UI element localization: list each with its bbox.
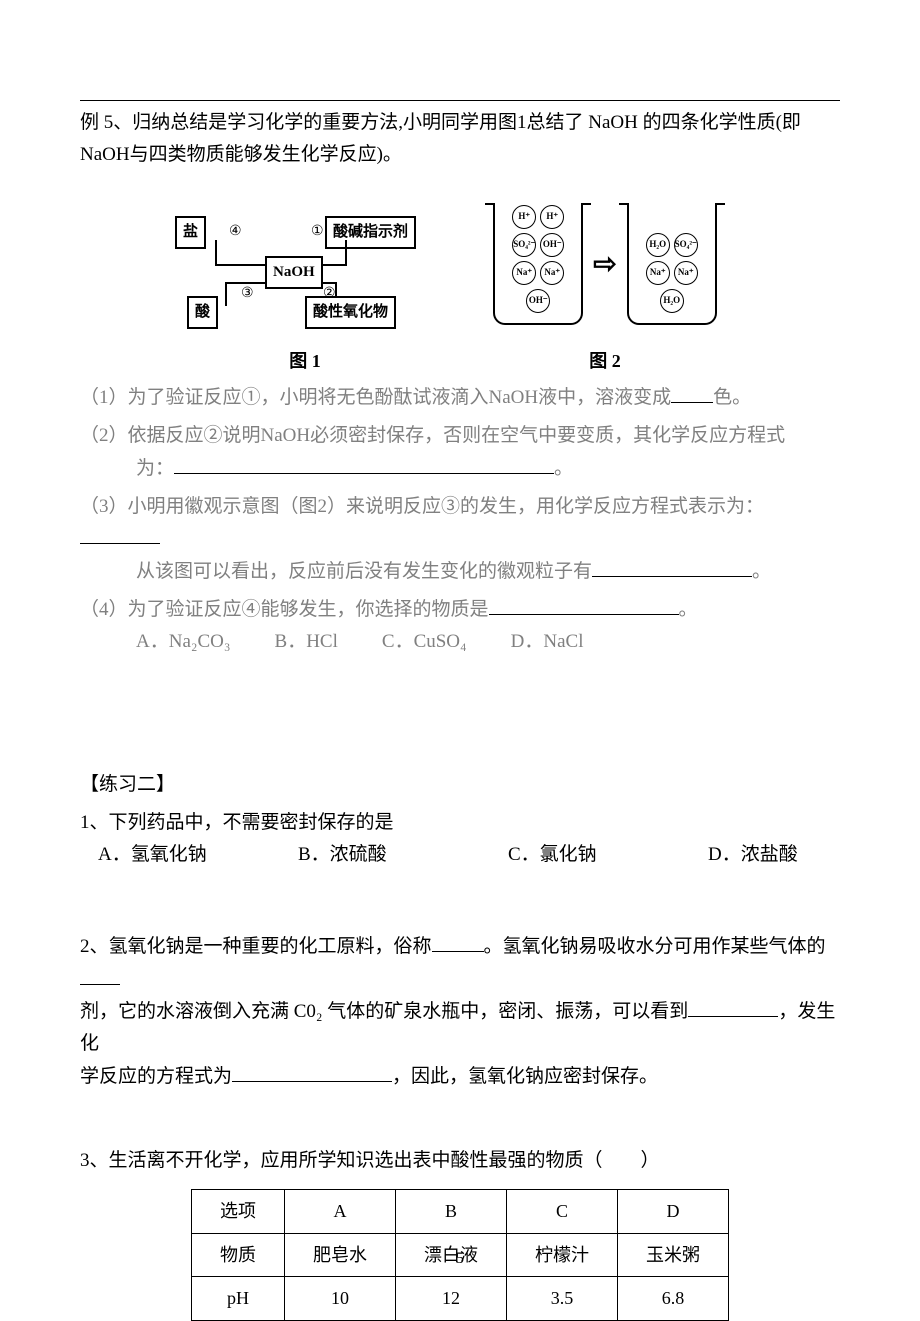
ion: Na⁺ (512, 261, 536, 285)
opt-A[interactable]: A．氢氧化钠 (98, 839, 298, 871)
ion: H₂O (646, 233, 670, 257)
cell: 6.8 (618, 1277, 729, 1321)
figure-2-caption: 图 2 (465, 346, 745, 377)
practice2-heading: 【练习二】 (80, 769, 840, 801)
opt-C[interactable]: C．氯化钠 (508, 839, 708, 871)
circ-1: ① (311, 220, 324, 244)
practice2-q1-options: A．氢氧化钠 B．浓硫酸 C．氯化钠 D．浓盐酸 (98, 839, 840, 871)
q1-text: （1）为了验证反应①，小明将无色酚酞试液滴入NaOH液中，溶液变成 (80, 387, 671, 408)
example5-intro: 例 5、归纳总结是学习化学的重要方法,小明同学用图1总结了 NaOH 的四条化学… (80, 107, 840, 172)
practice2-q2-line3: 学反应的方程式为 ，因此，氢氧化钠应密封保存。 (80, 1061, 840, 1093)
cell: 12 (396, 1277, 507, 1321)
ion: Na⁺ (646, 261, 670, 285)
figure-2-diagram: H⁺ H⁺ SO₄²⁻ OH⁻ Na⁺ Na⁺ OH⁻ ⇨ H₂O SO₄²⁻ … (465, 190, 745, 340)
figure-1-wrap: 盐 酸碱指示剂 NaOH 酸 酸性氧化物 ④ ① ③ ② 图 1 (175, 190, 435, 377)
example5-q3-line2: 从该图可以看出，反应前后没有发生变化的徽观粒子有 。 (136, 556, 840, 588)
node-center: NaOH (265, 256, 323, 290)
th-A: A (285, 1190, 396, 1234)
opt-A[interactable]: A．Na₂CO₃ (136, 626, 231, 658)
practice2-q3-stem: 3、生活离不开化学，应用所学知识选出表中酸性最强的物质（ ） (80, 1145, 840, 1177)
blank[interactable] (232, 1061, 392, 1082)
cell: 3.5 (507, 1277, 618, 1321)
blank[interactable] (592, 556, 752, 577)
example5-q3-line1: （3）小明用徽观示意图（图2）来说明反应③的发生，用化学反应方程式表示为： (80, 491, 840, 556)
example5-q4-options: A．Na₂CO₃ B．HCl C．CuSO₄ D．NaCl (136, 626, 840, 658)
q3b-text: 从该图可以看出，反应前后没有发生变化的徽观粒子有 (136, 561, 592, 582)
th-opt: 选项 (192, 1190, 285, 1234)
blank[interactable] (688, 996, 778, 1017)
opt-B[interactable]: B．浓硫酸 (298, 839, 508, 871)
q2-p2a: 剂，它的水溶液倒入充满 C0₂ 气体的矿泉水瓶中，密闭、振荡，可以看到 (80, 1001, 688, 1022)
ion: H⁺ (540, 205, 564, 229)
q1-tail: 色。 (713, 387, 751, 408)
figure-2-wrap: H⁺ H⁺ SO₄²⁻ OH⁻ Na⁺ Na⁺ OH⁻ ⇨ H₂O SO₄²⁻ … (465, 190, 745, 377)
q2-p3b: ，因此，氢氧化钠应密封保存。 (392, 1066, 658, 1087)
arrow-icon: ⇨ (593, 241, 616, 289)
beaker-2: H₂O SO₄²⁻ Na⁺ Na⁺ H₂O (627, 205, 717, 325)
th-D: D (618, 1190, 729, 1234)
opt-B[interactable]: B．HCl (275, 626, 338, 658)
q4-tail: 。 (679, 599, 698, 620)
table-row-header: 选项 A B C D (192, 1190, 729, 1234)
circ-3: ③ (241, 282, 254, 306)
th-B: B (396, 1190, 507, 1234)
beaker-1: H⁺ H⁺ SO₄²⁻ OH⁻ Na⁺ Na⁺ OH⁻ (493, 205, 583, 325)
q4a-text: （4）为了验证反应④能够发生，你选择的物质是 (80, 599, 489, 620)
blank[interactable] (80, 523, 160, 544)
q3-tail: 。 (752, 561, 771, 582)
ion: SO₄²⁻ (512, 233, 536, 257)
example5-q1: （1）为了验证反应①，小明将无色酚酞试液滴入NaOH液中，溶液变成 色。 (80, 382, 840, 414)
practice2-q2-line2: 剂，它的水溶液倒入充满 C0₂ 气体的矿泉水瓶中，密闭、振荡，可以看到，发生化 (80, 996, 840, 1061)
q2-p1a: 2、氢氧化钠是一种重要的化工原料，俗称 (80, 936, 432, 957)
q2-p1b: 。氢氧化钠易吸收水分可用作某些气体的 (484, 936, 826, 957)
practice2-q2-line1: 2、氢氧化钠是一种重要的化工原料，俗称 。氢氧化钠易吸收水分可用作某些气体的 (80, 931, 840, 996)
figure-1-diagram: 盐 酸碱指示剂 NaOH 酸 酸性氧化物 ④ ① ③ ② (175, 190, 435, 340)
example5-q2-line1: （2）依据反应②说明NaOH必须密封保存，否则在空气中要变质，其化学反应方程式 (80, 420, 840, 452)
q2-tail: 。 (554, 458, 573, 479)
practice2-q1-stem: 1、下列药品中，不需要密封保存的是 (80, 807, 840, 839)
blank[interactable] (174, 453, 554, 474)
horizontal-rule (80, 100, 840, 101)
ion: Na⁺ (674, 261, 698, 285)
cell: 10 (285, 1277, 396, 1321)
node-indicator: 酸碱指示剂 (325, 216, 416, 250)
opt-D[interactable]: D．NaCl (511, 626, 584, 658)
ion: OH⁻ (526, 289, 550, 313)
example5-q4: （4）为了验证反应④能够发生，你选择的物质是 。 (80, 594, 840, 626)
q2-p3a: 学反应的方程式为 (80, 1066, 232, 1087)
node-salt: 盐 (175, 216, 206, 250)
node-acidic-oxide: 酸性氧化物 (305, 296, 396, 330)
circ-2: ② (323, 282, 336, 306)
page-number: 5 (0, 1245, 920, 1272)
ion: Na⁺ (540, 261, 564, 285)
blank[interactable] (489, 594, 679, 615)
blank[interactable] (80, 964, 120, 985)
ion: SO₄²⁻ (674, 233, 698, 257)
q2b-text: 为： (136, 458, 174, 479)
th-C: C (507, 1190, 618, 1234)
blank[interactable] (671, 382, 713, 403)
opt-C[interactable]: C．CuSO₄ (382, 626, 467, 658)
circ-4: ④ (229, 220, 242, 244)
example5-q2-line2: 为： 。 (136, 453, 840, 485)
node-acid: 酸 (187, 296, 218, 330)
q3a-text: （3）小明用徽观示意图（图2）来说明反应③的发生，用化学反应方程式表示为： (80, 496, 764, 517)
ion: H⁺ (512, 205, 536, 229)
ion: OH⁻ (540, 233, 564, 257)
figures-row: 盐 酸碱指示剂 NaOH 酸 酸性氧化物 ④ ① ③ ② 图 1 H⁺ H⁺ (80, 190, 840, 377)
cell: pH (192, 1277, 285, 1321)
blank[interactable] (432, 932, 484, 953)
table-row-ph: pH 10 12 3.5 6.8 (192, 1277, 729, 1321)
figure-1-caption: 图 1 (175, 346, 435, 377)
opt-D[interactable]: D．浓盐酸 (708, 839, 798, 871)
ion: H₂O (660, 289, 684, 313)
